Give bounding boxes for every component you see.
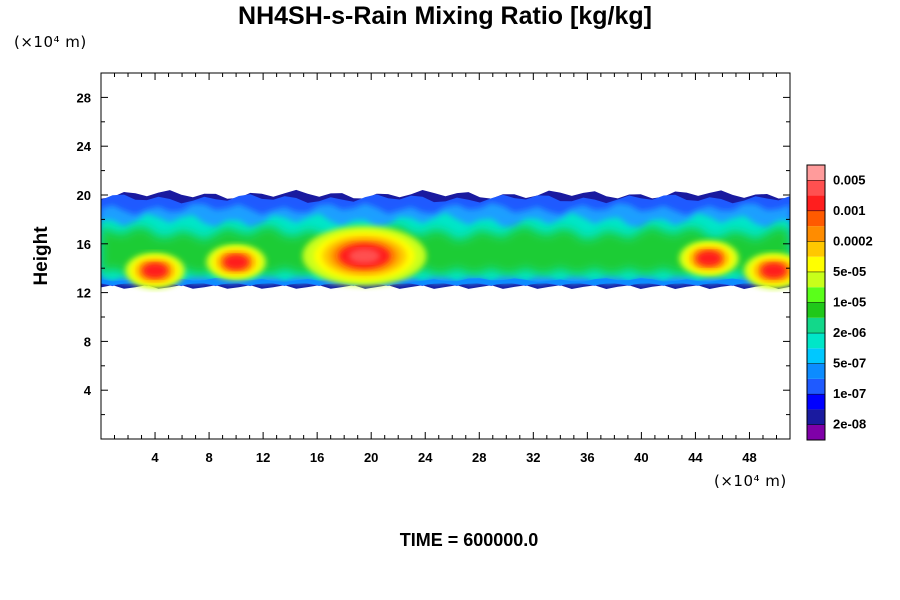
plot-frame xyxy=(100,72,791,440)
colorbar-swatch xyxy=(807,210,825,227)
colorbar-swatch xyxy=(807,165,825,181)
x-tick-label: 48 xyxy=(742,450,756,465)
colorbar-label: 0.0002 xyxy=(833,233,873,248)
x-tick-label: 28 xyxy=(472,450,486,465)
colorbar-swatch xyxy=(807,226,825,242)
band-level-1e-05 xyxy=(101,225,790,275)
colorbar-label: 2e-08 xyxy=(833,417,866,432)
y-tick-label: 24 xyxy=(77,139,92,154)
colorbar-swatch xyxy=(807,180,825,196)
colorbar-label: 5e-07 xyxy=(833,356,866,371)
colorbar-label: 0.005 xyxy=(833,172,866,187)
y-tick-label: 8 xyxy=(84,334,91,349)
colorbar-swatch xyxy=(807,317,825,334)
colorbar-swatch xyxy=(807,302,825,318)
colorbar-label: 0.001 xyxy=(833,203,866,218)
x-tick-label: 16 xyxy=(310,450,324,465)
x-tick-label: 36 xyxy=(580,450,594,465)
x-tick-label: 4 xyxy=(151,450,159,465)
y-axis-ticks: 4 8 12 16 20 24 28 xyxy=(77,72,790,440)
y-tick-label: 4 xyxy=(84,383,92,398)
mixing-ratio-field xyxy=(101,189,790,289)
y-tick-label: 12 xyxy=(77,286,91,301)
core-1-layer-4 xyxy=(223,254,249,270)
x-tick-label: 20 xyxy=(364,450,378,465)
core-0-layer-4 xyxy=(142,263,168,279)
time-label: TIME = 600000.0 xyxy=(399,530,539,550)
colorbar-label: 5e-05 xyxy=(833,264,866,279)
colorbar-swatch xyxy=(807,363,825,379)
y-tick-label: 16 xyxy=(77,237,91,252)
core-3-layer-4 xyxy=(696,250,722,266)
x-tick-label: 32 xyxy=(526,450,540,465)
colorbar-swatch xyxy=(807,409,825,425)
colorbar-label: 2e-06 xyxy=(833,325,866,340)
x-tick-label: 40 xyxy=(634,450,648,465)
colorbar-swatch xyxy=(807,287,825,303)
x-axis-unit: (×10⁴ m) xyxy=(714,472,787,490)
y-axis-unit: (×10⁴ m) xyxy=(14,33,87,51)
x-tick-label: 12 xyxy=(256,450,270,465)
colorbar-swatch xyxy=(807,333,825,349)
y-tick-label: 20 xyxy=(77,188,91,203)
x-tick-label: 44 xyxy=(688,450,703,465)
colorbar-swatch xyxy=(807,394,825,410)
x-tick-label: 24 xyxy=(418,450,433,465)
x-tick-label: 8 xyxy=(205,450,212,465)
colorbar-label: 1e-07 xyxy=(833,386,866,401)
chart-title: NH4SH-s-Rain Mixing Ratio [kg/kg] xyxy=(238,2,652,30)
colorbar-swatch xyxy=(807,195,825,211)
colorbar: 2e-08 1e-07 5e-07 2e-06 1e-05 5e-05 0.0002 0.00… xyxy=(806,164,873,441)
colorbar-swatch xyxy=(807,241,825,257)
x-axis-ticks: 4 8 12 16 20 24 28 32 36 40 44 48 xyxy=(100,73,791,465)
y-tick-label: 28 xyxy=(77,90,91,105)
colorbar-swatch xyxy=(807,256,825,272)
core-2-layer-5 xyxy=(348,248,380,264)
band-base-edge xyxy=(101,277,790,286)
colorbar-swatch xyxy=(807,378,825,395)
colorbar-label: 1e-05 xyxy=(833,295,866,310)
core-4-layer-4 xyxy=(761,263,787,279)
colorbar-swatch xyxy=(807,424,825,440)
colorbar-swatch xyxy=(807,271,825,288)
colorbar-swatch xyxy=(807,348,825,364)
